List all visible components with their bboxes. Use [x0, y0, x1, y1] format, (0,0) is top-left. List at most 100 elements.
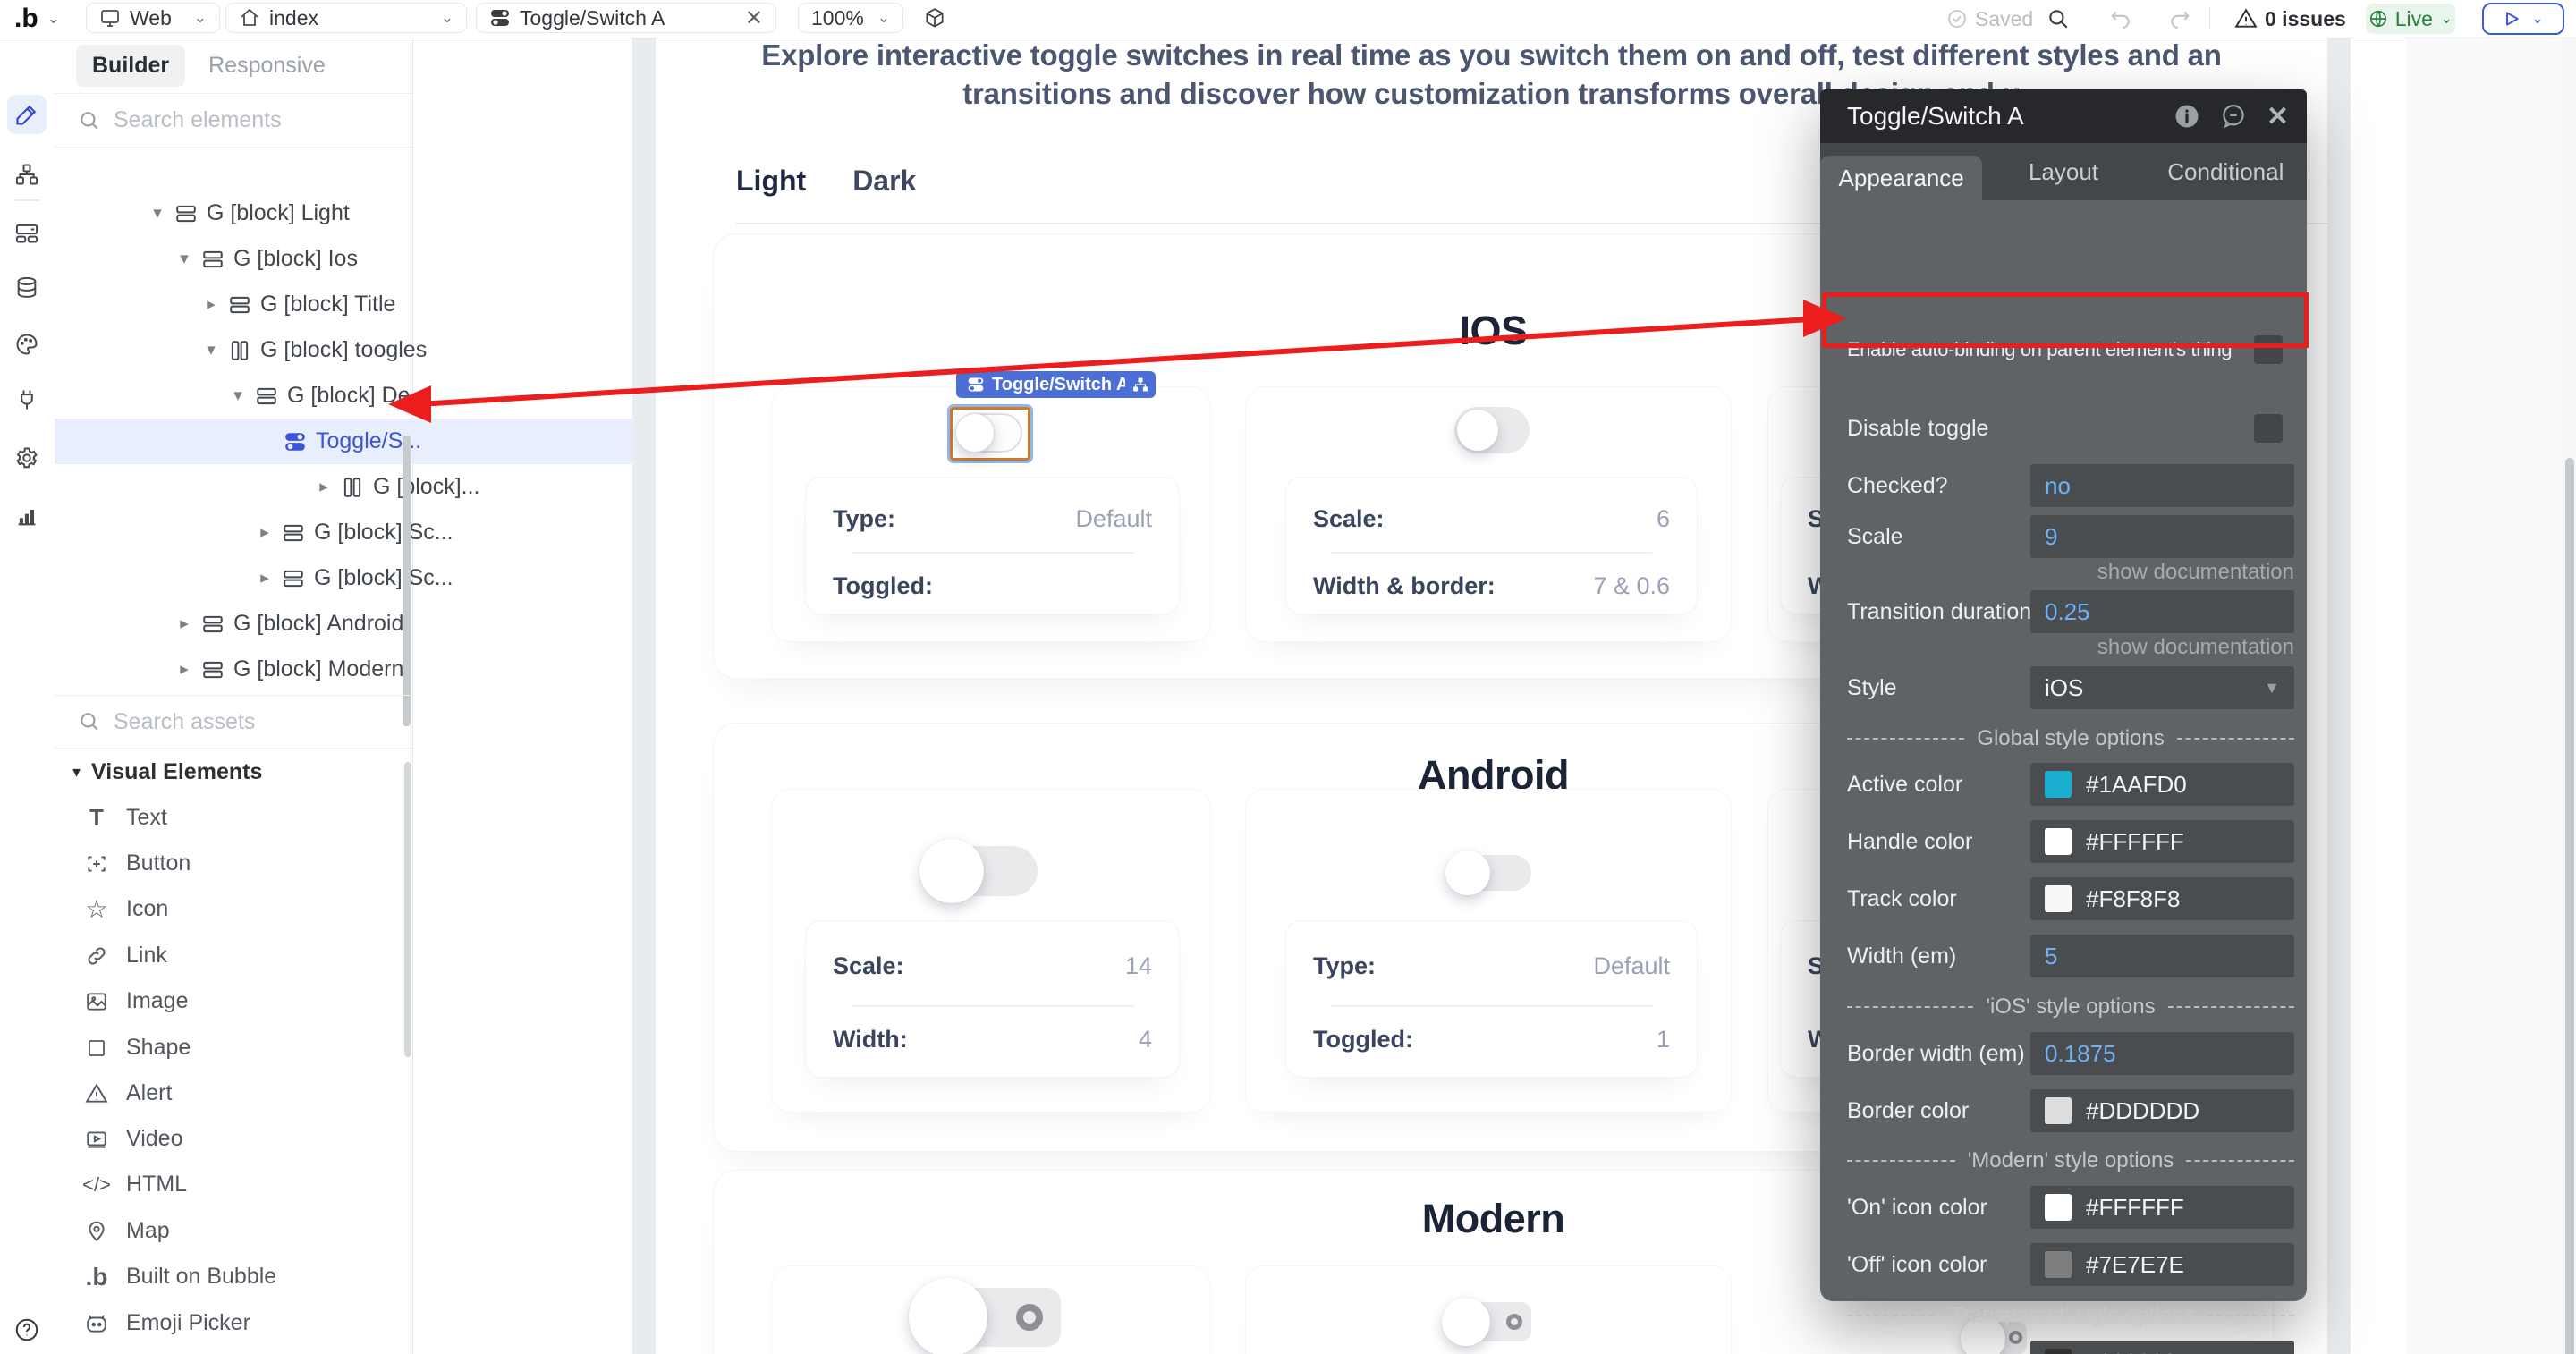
asset-item-emoji-picker[interactable]: Emoji Picker	[55, 1300, 412, 1346]
asset-item-shape[interactable]: Shape	[55, 1025, 412, 1071]
caret-right-icon[interactable]: ▸	[180, 614, 189, 633]
tree-item-toggle-switch-selected[interactable]: Toggle/S...	[55, 419, 634, 464]
on-icon-color-input[interactable]: #FFFFFF	[2030, 1186, 2294, 1229]
caret-right-icon[interactable]: ▸	[260, 523, 269, 542]
component-library-button[interactable]	[923, 0, 946, 38]
input-value: 0.25	[2045, 597, 2090, 625]
search-assets-input[interactable]: Search assets	[55, 695, 412, 749]
info-icon[interactable]	[2174, 103, 2200, 130]
workflow-tool-button[interactable]	[7, 155, 47, 194]
caret-down-icon[interactable]: ▾	[207, 341, 216, 360]
scale-input[interactable]: 9	[2030, 515, 2294, 558]
scrollbar-thumb[interactable]	[2565, 458, 2574, 1354]
help-button[interactable]	[7, 1310, 47, 1350]
plugins-tool-button[interactable]	[7, 380, 47, 419]
database-tool-button[interactable]	[7, 268, 47, 308]
asset-item-video[interactable]: Video	[55, 1116, 412, 1162]
asset-item-material-icon[interactable]: 8Material Icon	[55, 1346, 412, 1354]
asset-item-text[interactable]: T Text	[55, 795, 412, 841]
tree-item-block-toogles[interactable]: ▾ G [block] toogles	[55, 327, 559, 373]
tab-appearance[interactable]: Appearance	[1820, 156, 1983, 200]
asset-item-link[interactable]: Link	[55, 933, 412, 978]
tree-scrollbar[interactable]	[402, 436, 411, 726]
auto-binding-checkbox[interactable]	[2254, 335, 2283, 364]
caret-right-icon[interactable]: ▸	[180, 660, 189, 679]
stat-card-android-1: Scale: 14 Width: 4	[805, 920, 1180, 1078]
logs-tool-button[interactable]	[7, 496, 47, 536]
bubble-logo-menu[interactable]: .b ⌄	[14, 0, 60, 38]
assets-section-header[interactable]: ▾ Visual Elements	[55, 749, 412, 795]
tree-item-block-modern[interactable]: ▸ G [block] Modern	[55, 647, 532, 692]
asset-item-built-on-bubble[interactable]: .b Built on Bubble	[55, 1254, 412, 1299]
asset-item-image[interactable]: Image	[55, 978, 412, 1024]
asset-item-html[interactable]: </> HTML	[55, 1162, 412, 1207]
track-color-input[interactable]: #F8F8F8	[2030, 877, 2294, 920]
environment-label: Web	[130, 5, 172, 30]
active-color-input[interactable]: #1AAFD0	[2030, 763, 2294, 806]
asset-label: Built on Bubble	[126, 1264, 277, 1289]
show-documentation-link[interactable]: show documentation	[2097, 635, 2294, 659]
tree-item-block-sc2[interactable]: ▸ G [block] Sc...	[55, 555, 613, 601]
asset-item-map[interactable]: Map	[55, 1208, 412, 1254]
tab-builder[interactable]: Builder	[76, 44, 186, 87]
tree-item-block-android[interactable]: ▸ G [block] Android	[55, 601, 532, 647]
frames-tool-button[interactable]	[7, 213, 47, 252]
issues-button[interactable]: 0 issues	[2234, 0, 2346, 38]
tab-responsive[interactable]: Responsive	[208, 52, 326, 78]
window-scrollbar[interactable]	[2563, 38, 2576, 1354]
live-dropdown[interactable]: Live ⌄	[2366, 4, 2455, 34]
redo-button[interactable]	[2168, 0, 2191, 38]
checked-input[interactable]: no	[2030, 464, 2294, 507]
caret-right-icon[interactable]: ▸	[260, 569, 269, 588]
show-documentation-link[interactable]: show documentation	[2097, 560, 2294, 584]
border-width-input[interactable]: 0.1875	[2030, 1032, 2294, 1075]
design-tool-button[interactable]	[7, 95, 47, 134]
caret-down-icon[interactable]: ▾	[180, 250, 189, 268]
style-select[interactable]: iOS ▼	[2030, 666, 2294, 709]
close-icon[interactable]: ✕	[744, 5, 763, 30]
tab-dark[interactable]: Dark	[852, 165, 917, 197]
search-button[interactable]	[2046, 0, 2070, 38]
zoom-dropdown[interactable]: 100% ⌄	[798, 3, 903, 33]
caret-down-icon[interactable]: ▾	[233, 386, 242, 405]
close-icon[interactable]: ✕	[2266, 101, 2289, 131]
settings-tool-button[interactable]	[7, 438, 47, 478]
handle-color-input[interactable]: #FFFFFF	[2030, 820, 2294, 863]
property-editor-header[interactable]: Toggle/Switch A ✕	[1820, 89, 2307, 143]
asset-item-icon[interactable]: ☆ Icon	[55, 886, 412, 932]
caret-right-icon[interactable]: ▸	[319, 478, 328, 496]
tree-item-block-nested[interactable]: ▸ G [block]...	[55, 464, 672, 510]
width-em-input[interactable]: 5	[2030, 935, 2294, 977]
tree-item-block-title[interactable]: ▸ G [block] Title	[55, 282, 559, 327]
search-elements-input[interactable]: Search elements	[55, 94, 412, 148]
tree-item-block-light[interactable]: ▾ G [block] Light	[55, 190, 505, 236]
tab-conditional[interactable]: Conditional	[2167, 158, 2284, 185]
tab-layout[interactable]: Layout	[2028, 158, 2099, 185]
caret-down-icon[interactable]: ▾	[153, 204, 162, 223]
border-color-input[interactable]: #DDDDDD	[2030, 1089, 2294, 1132]
assets-scrollbar[interactable]	[404, 762, 411, 1057]
transition-duration-input[interactable]: 0.25	[2030, 590, 2294, 633]
styles-tool-button[interactable]	[7, 325, 47, 364]
tab-light[interactable]: Light	[736, 165, 807, 197]
selected-toggle-ios[interactable]	[947, 404, 1033, 463]
preview-button[interactable]: ⌄	[2482, 3, 2564, 35]
transparent-border-color-input[interactable]: #303030	[2030, 1341, 2294, 1354]
disable-toggle-checkbox[interactable]	[2254, 414, 2283, 443]
group-block-icon	[174, 202, 198, 225]
off-icon-color-input[interactable]: #7E7E7E	[2030, 1243, 2294, 1286]
undo-button[interactable]	[2109, 0, 2132, 38]
environment-dropdown[interactable]: Web ⌄	[86, 3, 220, 33]
asset-item-alert[interactable]: Alert	[55, 1071, 412, 1116]
tree-item-block-de[interactable]: ▾ G [block] De...	[55, 373, 586, 419]
page-dropdown[interactable]: index ⌄	[225, 3, 467, 33]
asset-item-button[interactable]: Button	[55, 841, 412, 886]
element-hierarchy-button[interactable]	[1125, 371, 1156, 398]
selected-element-badge[interactable]: Toggle/Switch A	[956, 371, 1140, 398]
tree-item-block-sc1[interactable]: ▸ G [block] Sc...	[55, 510, 613, 555]
tree-item-block-ios[interactable]: ▾ G [block] Ios	[55, 236, 532, 282]
comment-icon[interactable]	[2220, 103, 2247, 130]
search-icon	[78, 109, 101, 132]
caret-right-icon[interactable]: ▸	[207, 295, 216, 314]
element-tab[interactable]: Toggle/Switch A ✕	[476, 3, 776, 33]
